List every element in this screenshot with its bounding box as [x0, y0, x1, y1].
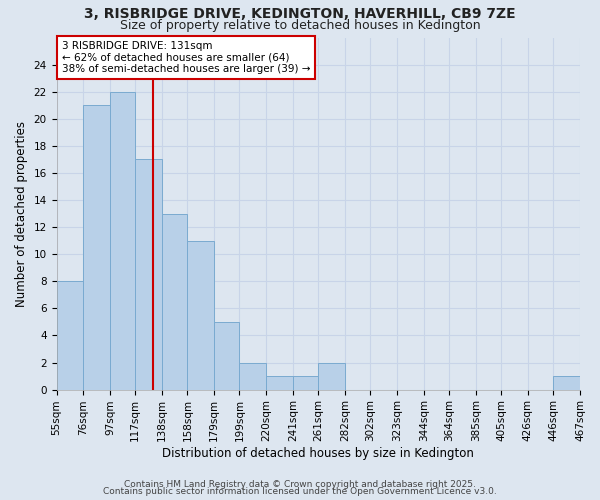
Bar [239, 362, 266, 390]
Bar [266, 376, 293, 390]
Bar [83, 105, 110, 390]
Bar [136, 160, 162, 390]
Bar [187, 240, 214, 390]
X-axis label: Distribution of detached houses by size in Kedington: Distribution of detached houses by size … [163, 447, 474, 460]
Bar [553, 376, 580, 390]
Bar [214, 322, 239, 390]
Bar [110, 92, 136, 390]
Text: Contains HM Land Registry data © Crown copyright and database right 2025.: Contains HM Land Registry data © Crown c… [124, 480, 476, 489]
Text: 3 RISBRIDGE DRIVE: 131sqm
← 62% of detached houses are smaller (64)
38% of semi-: 3 RISBRIDGE DRIVE: 131sqm ← 62% of detac… [62, 41, 310, 74]
Bar [56, 282, 83, 390]
Bar [293, 376, 318, 390]
Text: 3, RISBRIDGE DRIVE, KEDINGTON, HAVERHILL, CB9 7ZE: 3, RISBRIDGE DRIVE, KEDINGTON, HAVERHILL… [84, 8, 516, 22]
Text: Size of property relative to detached houses in Kedington: Size of property relative to detached ho… [119, 18, 481, 32]
Bar [318, 362, 345, 390]
Bar [162, 214, 187, 390]
Text: Contains public sector information licensed under the Open Government Licence v3: Contains public sector information licen… [103, 487, 497, 496]
Y-axis label: Number of detached properties: Number of detached properties [15, 120, 28, 306]
